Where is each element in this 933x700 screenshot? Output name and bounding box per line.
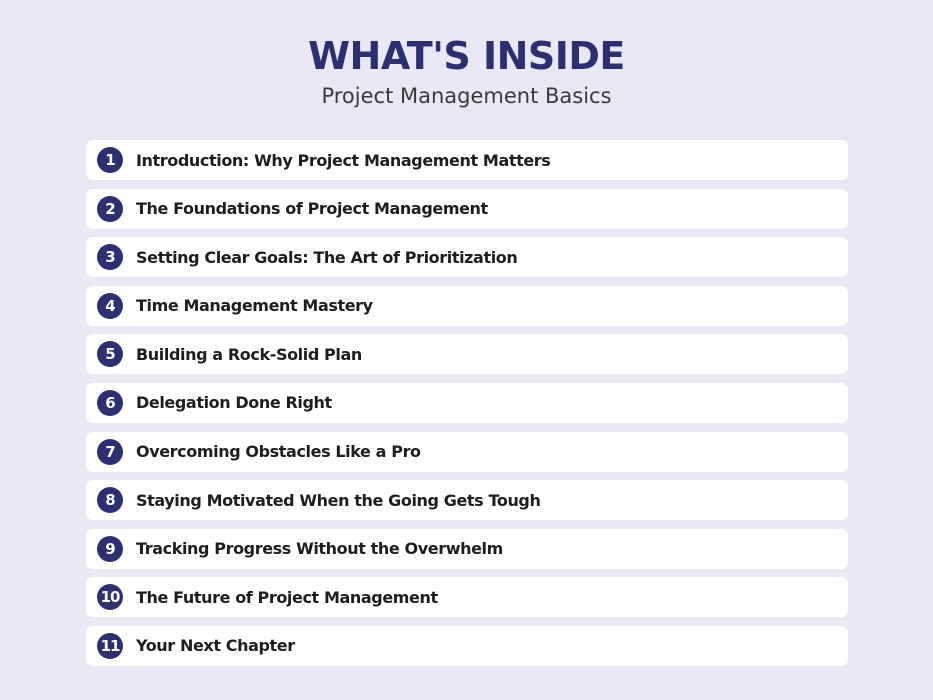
content-item: 4 Time Management Mastery [86,285,848,326]
item-number: 10 [97,584,123,611]
content-item: 7 Overcoming Obstacles Like a Pro [86,431,848,472]
item-number: 11 [97,632,123,659]
subtitle: Project Management Basics [321,84,612,108]
item-number: 7 [97,438,123,465]
content-item: 3 Setting Clear Goals: The Art of Priorit… [86,237,848,278]
item-number: 6 [97,389,123,416]
content-item: 2 The Foundations of Project Management [86,188,848,229]
content-item: 1 Introduction: Why Project Management Ma… [86,140,848,180]
item-number: 8 [97,487,123,514]
content-item: 11 Your Next Chapter [86,625,848,666]
content-item: 10 The Future of Project Management [86,577,848,618]
item-label: Introduction: Why Project Management Mat… [136,150,551,170]
item-label: Setting Clear Goals: The Art of Prioriti… [136,247,518,267]
item-number: 5 [97,341,123,368]
content-item: 8 Staying Motivated When the Going Gets T… [86,480,848,521]
item-label: Staying Motivated When the Going Gets To… [136,490,541,510]
item-label: Tracking Progress Without the Overwhelm [136,539,503,559]
item-label: Building a Rock-Solid Plan [136,344,362,364]
item-number: 4 [97,292,123,319]
item-label: The Future of Project Management [136,587,438,607]
content-item: 9 Tracking Progress Without the Overwhelm [86,528,848,569]
content-item: 6 Delegation Done Right [86,382,848,423]
item-label: Overcoming Obstacles Like a Pro [136,442,421,462]
title: WHAT'S INSIDE [308,34,625,78]
item-number: 1 [97,147,123,173]
item-label: Delegation Done Right [136,393,332,413]
item-number: 3 [97,244,123,271]
item-number: 2 [97,195,123,222]
item-label: The Foundations of Project Management [136,199,488,219]
item-label: Time Management Mastery [136,296,373,316]
content-item: 5 Building a Rock-Solid Plan [86,334,848,375]
contents-list: 1 Introduction: Why Project Management Ma… [86,140,848,675]
item-number: 9 [97,535,123,562]
item-label: Your Next Chapter [136,636,295,656]
